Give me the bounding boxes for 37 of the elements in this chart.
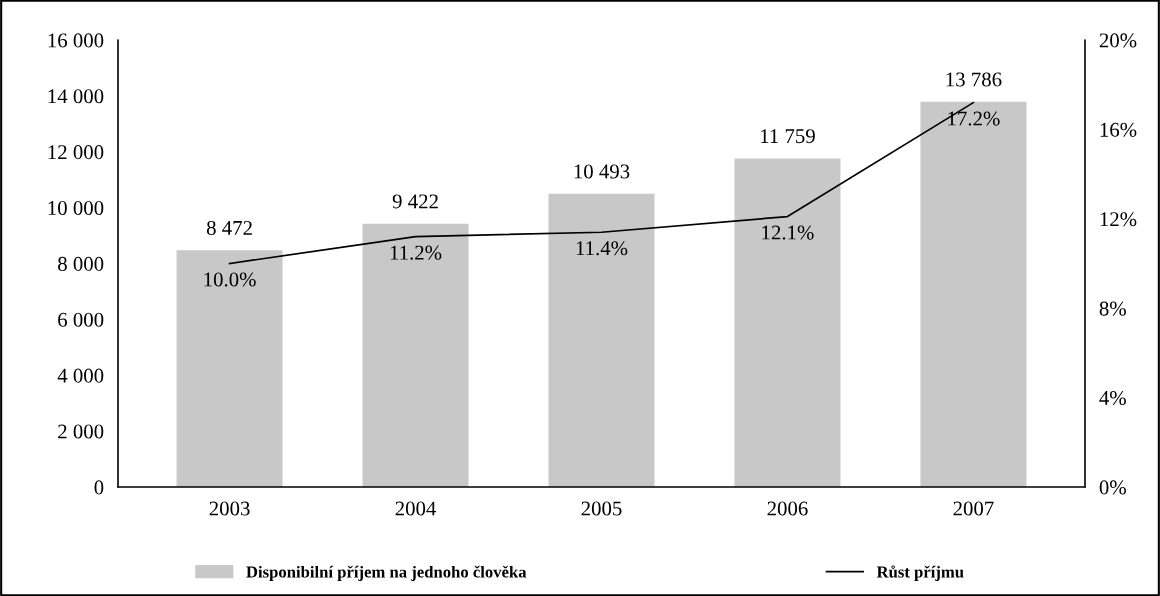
data-label: 10 493	[574, 164, 630, 179]
bar	[176, 250, 283, 487]
data-label: 11 759	[761, 129, 815, 144]
y-tick-label: 4 000	[57, 368, 104, 383]
x-tick-label: 2005	[581, 501, 622, 516]
y-tick-label: 0	[94, 480, 104, 495]
y-tick-label: 2 000	[58, 424, 104, 439]
y2-tick-label: 0%	[1099, 480, 1126, 495]
x-tick-label: 2004	[395, 501, 437, 516]
bar	[920, 101, 1027, 487]
y2-tick-label: 16%	[1100, 122, 1137, 137]
x-tick-label: 2006	[767, 501, 808, 516]
bar	[362, 223, 469, 487]
y2-tick-label: 4%	[1099, 390, 1126, 406]
y-tick-label: 12 000	[48, 145, 104, 160]
y2-tick-label: 8%	[1099, 301, 1126, 316]
x-tick-label: 2007	[953, 501, 994, 516]
y2-tick-label: 20%	[1099, 33, 1137, 48]
data-label: 12.1%	[762, 225, 814, 240]
y-tick-label: 6 000	[58, 312, 104, 327]
y-tick-label: 14 000	[48, 89, 104, 104]
data-label: 10.0%	[204, 272, 256, 287]
x-tick-label: 2003	[209, 501, 250, 516]
data-label: 11.4%	[576, 241, 628, 256]
data-label: 17.2%	[948, 111, 1000, 126]
legend-label: Disponibilní příjem na jednoho člověka	[246, 565, 527, 581]
legend-label: Růst příjmu	[876, 565, 964, 581]
y-tick-label: 10 000	[48, 201, 104, 216]
data-label: 11.2%	[390, 245, 442, 260]
bar	[548, 193, 655, 487]
y2-tick-label: 12%	[1100, 212, 1137, 227]
y-tick-label: 8 000	[58, 256, 104, 271]
data-label: 8 472	[206, 220, 252, 235]
y-tick-label: 16 000	[48, 33, 104, 48]
bar	[734, 158, 841, 487]
data-label: 9 422	[392, 194, 438, 209]
data-label: 13 786	[946, 72, 1002, 87]
